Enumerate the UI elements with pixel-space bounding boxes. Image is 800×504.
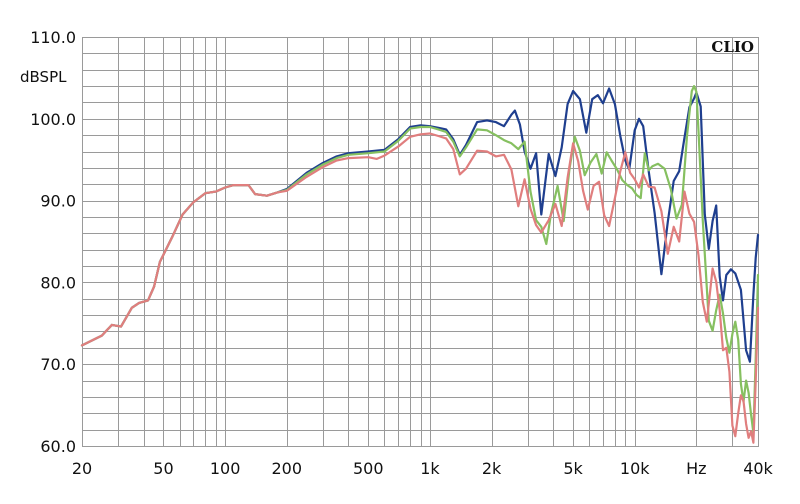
y-tick-label: 100.0 xyxy=(30,110,76,129)
y-tick-label: 110.0 xyxy=(30,28,76,47)
y-tick-label: 80.0 xyxy=(40,273,76,292)
y-axis-label: dBSPL xyxy=(20,68,67,86)
y-tick-label: 90.0 xyxy=(40,192,76,211)
y-tick-label: 70.0 xyxy=(40,355,76,374)
x-tick-label: 100 xyxy=(210,459,241,478)
x-tick-label: 5k xyxy=(563,459,583,478)
axis-labels: CLIO dBSPL 60.0 70.0 80.0 90.0 100.0 110.0 20 5… xyxy=(20,28,774,478)
x-tick-label: 500 xyxy=(353,459,384,478)
series-group xyxy=(80,84,760,444)
y-tick-label: 60.0 xyxy=(40,437,76,456)
brand-label: CLIO xyxy=(711,38,754,56)
x-tick-label: 1k xyxy=(420,459,440,478)
x-tick-label: 200 xyxy=(272,459,303,478)
plot-frame xyxy=(82,37,759,447)
x-tick-label: 50 xyxy=(153,459,173,478)
x-tick-label: Hz xyxy=(686,459,706,478)
x-tick-label: 40k xyxy=(743,459,773,478)
x-tick-label: 2k xyxy=(482,459,502,478)
x-tick-label: 20 xyxy=(72,459,92,478)
series-line-3 xyxy=(80,132,760,444)
x-tick-label: 10k xyxy=(620,459,650,478)
grid xyxy=(82,37,759,447)
